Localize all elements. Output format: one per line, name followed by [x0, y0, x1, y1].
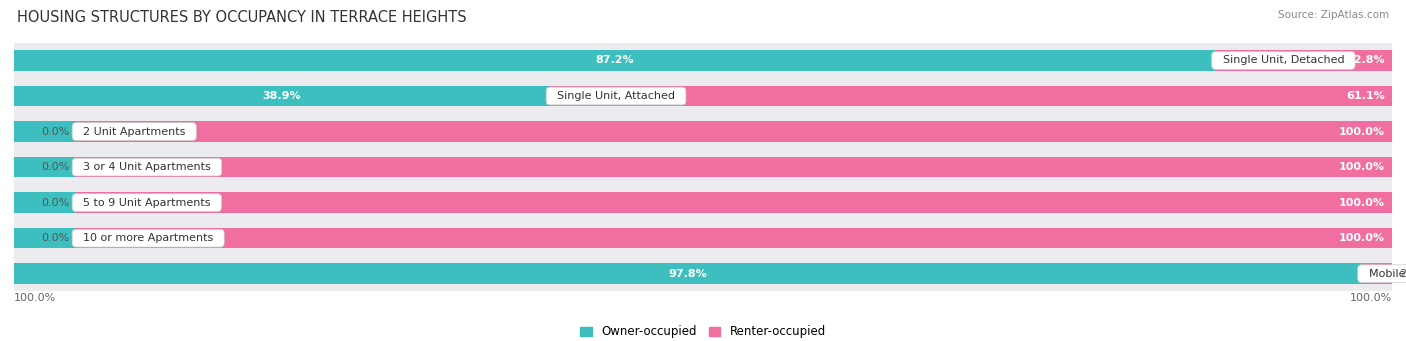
- Text: 61.1%: 61.1%: [1347, 91, 1385, 101]
- Text: 38.9%: 38.9%: [263, 91, 301, 101]
- Bar: [14, 121, 76, 142]
- Text: 0.0%: 0.0%: [41, 162, 69, 172]
- Bar: [14, 114, 1392, 149]
- Text: 0.0%: 0.0%: [41, 198, 69, 208]
- Bar: [14, 78, 1392, 114]
- Bar: [14, 86, 550, 106]
- Bar: [14, 149, 1392, 185]
- Text: 97.8%: 97.8%: [668, 269, 707, 279]
- Text: 2 Unit Apartments: 2 Unit Apartments: [76, 127, 193, 136]
- Text: 100.0%: 100.0%: [1339, 162, 1385, 172]
- Text: Mobile Home / Other: Mobile Home / Other: [1361, 269, 1406, 279]
- Bar: [14, 185, 1392, 220]
- Bar: [14, 220, 1392, 256]
- Bar: [14, 43, 1392, 78]
- Text: Single Unit, Detached: Single Unit, Detached: [1216, 56, 1351, 65]
- Text: 100.0%: 100.0%: [14, 293, 56, 303]
- Text: 2.2%: 2.2%: [1399, 269, 1406, 279]
- Text: Single Unit, Attached: Single Unit, Attached: [550, 91, 682, 101]
- Text: 3 or 4 Unit Apartments: 3 or 4 Unit Apartments: [76, 162, 218, 172]
- Bar: [76, 121, 1392, 142]
- Bar: [76, 228, 1392, 249]
- Bar: [1361, 263, 1392, 284]
- Text: 5 to 9 Unit Apartments: 5 to 9 Unit Apartments: [76, 198, 218, 208]
- Bar: [1216, 50, 1392, 71]
- Text: 100.0%: 100.0%: [1350, 293, 1392, 303]
- Bar: [550, 86, 1392, 106]
- Text: HOUSING STRUCTURES BY OCCUPANCY IN TERRACE HEIGHTS: HOUSING STRUCTURES BY OCCUPANCY IN TERRA…: [17, 10, 467, 25]
- Text: Source: ZipAtlas.com: Source: ZipAtlas.com: [1278, 10, 1389, 20]
- Bar: [14, 192, 76, 213]
- Text: 12.8%: 12.8%: [1347, 56, 1385, 65]
- Bar: [14, 228, 76, 249]
- Text: 100.0%: 100.0%: [1339, 198, 1385, 208]
- Text: 100.0%: 100.0%: [1339, 127, 1385, 136]
- Text: 10 or more Apartments: 10 or more Apartments: [76, 233, 221, 243]
- Bar: [14, 50, 1216, 71]
- Text: 100.0%: 100.0%: [1339, 233, 1385, 243]
- Bar: [14, 157, 76, 177]
- Text: 0.0%: 0.0%: [41, 233, 69, 243]
- Bar: [14, 263, 1361, 284]
- Text: 87.2%: 87.2%: [596, 56, 634, 65]
- Bar: [14, 256, 1392, 292]
- Bar: [76, 157, 1392, 177]
- Legend: Owner-occupied, Renter-occupied: Owner-occupied, Renter-occupied: [575, 321, 831, 341]
- Bar: [76, 192, 1392, 213]
- Text: 0.0%: 0.0%: [41, 127, 69, 136]
